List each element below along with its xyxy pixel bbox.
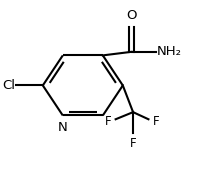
Text: Cl: Cl bbox=[2, 79, 15, 92]
Text: NH₂: NH₂ bbox=[157, 45, 182, 58]
Text: F: F bbox=[152, 114, 159, 128]
Text: N: N bbox=[58, 121, 68, 134]
Text: F: F bbox=[105, 114, 112, 128]
Text: O: O bbox=[126, 9, 137, 22]
Text: F: F bbox=[130, 137, 136, 150]
